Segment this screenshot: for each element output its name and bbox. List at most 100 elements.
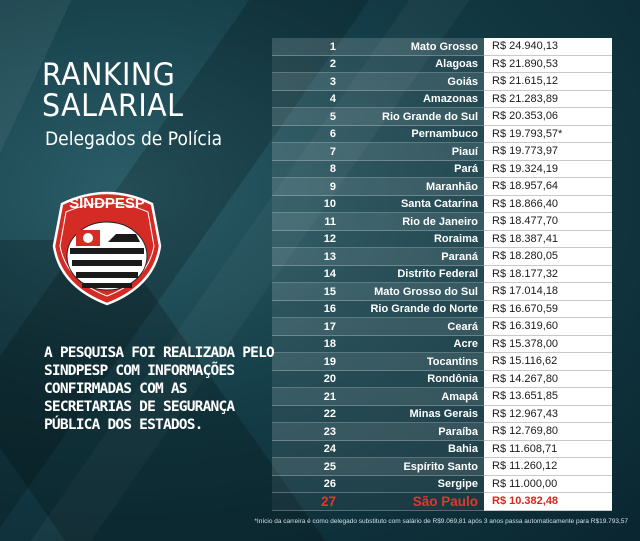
salary-value: R$ 10.382,48 (484, 493, 612, 511)
salary-value: R$ 16.319,60 (484, 318, 612, 336)
salary-value: R$ 16.670,59 (484, 300, 612, 318)
rank-number: 12 (323, 233, 336, 246)
row-band (272, 458, 496, 476)
rank-number: 2 (329, 58, 336, 71)
salary-value: R$ 18.957,64 (484, 178, 612, 196)
row-band (272, 423, 496, 441)
rank-number: 25 (323, 460, 336, 473)
salary-value: R$ 20.353,06 (484, 108, 612, 126)
row-band (272, 195, 496, 213)
state-name: Bahia (448, 443, 478, 456)
salary-value: R$ 19.793,57* (484, 125, 612, 143)
row-band (272, 353, 496, 371)
salary-value: R$ 18.866,40 (484, 195, 612, 213)
rank-number: 26 (323, 478, 336, 491)
description-line: PÚBLICA DOS ESTADOS. (44, 417, 203, 433)
rank-number: 17 (323, 320, 336, 333)
salary-value: R$ 18.477,70 (484, 213, 612, 231)
table-row: 4 Amazonas R$ 21.283,89 (272, 90, 624, 108)
state-name: Rio Grande do Norte (370, 303, 478, 316)
state-name: Paraíba (438, 425, 478, 438)
state-name: Mato Grosso (410, 40, 478, 53)
rank-number: 10 (323, 198, 336, 211)
table-row: 26 Sergipe R$ 11.000,00 (272, 475, 624, 493)
rank-number: 8 (329, 163, 336, 176)
table-row: 1 Mato Grosso R$ 24.940,13 (272, 38, 624, 56)
table-row: 16 Rio Grande do Norte R$ 16.670,59 (272, 300, 624, 318)
row-band (272, 213, 496, 231)
row-band (272, 90, 496, 108)
sindpesp-logo: SINDPESP (52, 191, 162, 306)
rank-number: 15 (323, 285, 336, 298)
table-row: 8 Pará R$ 19.324,19 (272, 160, 624, 178)
rank-number: 14 (323, 268, 336, 281)
state-name: Alagoas (435, 58, 478, 71)
state-name: Maranhão (426, 180, 478, 193)
table-row: 17 Ceará R$ 16.319,60 (272, 318, 624, 336)
salary-value: R$ 15.116,62 (484, 353, 612, 371)
state-name: Mato Grosso do Sul (374, 285, 478, 298)
state-name: Rio Grande do Sul (382, 110, 478, 123)
row-band (272, 370, 496, 388)
state-name: Minas Gerais (409, 408, 478, 421)
description-line: A PESQUISA FOI REALIZADA PELO (44, 345, 275, 361)
subtitle: Delegados de Polícia (45, 128, 223, 150)
row-band (272, 38, 496, 56)
row-band (272, 125, 496, 143)
rank-number: 4 (329, 93, 336, 106)
row-band (272, 493, 496, 511)
rank-number: 16 (323, 303, 336, 316)
rank-number: 24 (323, 443, 336, 456)
table-row: 27 São Paulo R$ 10.382,48 (272, 493, 624, 511)
row-band (272, 300, 496, 318)
state-name: Pernambuco (411, 128, 478, 141)
row-band (272, 160, 496, 178)
state-name: Rio de Janeiro (402, 215, 478, 228)
state-name: Ceará (447, 320, 478, 333)
state-name: Rondônia (427, 373, 478, 386)
table-row: 21 Amapá R$ 13.651,85 (272, 388, 624, 406)
table-row: 20 Rondônia R$ 14.267,80 (272, 370, 624, 388)
row-band (272, 475, 496, 493)
title-line-2: SALARIAL (42, 88, 184, 124)
table-row: 18 Acre R$ 15.378,00 (272, 335, 624, 353)
state-name: Sergipe (437, 478, 478, 491)
rank-number: 5 (329, 110, 336, 123)
table-row: 5 Rio Grande do Sul R$ 20.353,06 (272, 108, 624, 126)
rank-number: 18 (323, 338, 336, 351)
table-row: 11 Rio de Janeiro R$ 18.477,70 (272, 213, 624, 231)
logo-text: SINDPESP (69, 195, 145, 212)
salary-value: R$ 12.769,80 (484, 423, 612, 441)
rank-number: 22 (323, 408, 336, 421)
salary-value: R$ 11.260,12 (484, 458, 612, 476)
salary-value: R$ 21.615,12 (484, 73, 612, 91)
table-row: 25 Espírito Santo R$ 11.260,12 (272, 458, 624, 476)
state-name: Piauí (451, 145, 478, 158)
state-name: Roraima (433, 233, 478, 246)
state-name: Acre (453, 338, 478, 351)
rank-number: 3 (329, 75, 336, 88)
rank-number: 9 (329, 180, 336, 193)
table-row: 9 Maranhão R$ 18.957,64 (272, 178, 624, 196)
description-line: SECRETARIAS DE SEGURANÇA (44, 399, 235, 415)
description-line: CONFIRMADAS COM AS (44, 381, 188, 397)
rank-number: 27 (320, 494, 336, 510)
rank-number: 11 (324, 215, 336, 228)
table-row: 14 Distrito Federal R$ 18.177,32 (272, 265, 624, 283)
salary-value: R$ 21.890,53 (484, 55, 612, 73)
salary-value: R$ 14.267,80 (484, 370, 612, 388)
rank-number: 21 (323, 390, 336, 403)
row-band (272, 73, 496, 91)
salary-value: R$ 18.177,32 (484, 265, 612, 283)
row-band (272, 440, 496, 458)
state-name: São Paulo (412, 494, 478, 510)
table-row: 15 Mato Grosso do Sul R$ 17.014,18 (272, 283, 624, 301)
row-band (272, 265, 496, 283)
ranking-table: 1 Mato Grosso R$ 24.940,13 2 Alagoas R$ 21.89… (272, 38, 624, 511)
state-name: Amapá (441, 390, 478, 403)
salary-value: R$ 11.000,00 (484, 475, 612, 493)
state-name: Tocantins (426, 355, 478, 368)
rank-number: 13 (323, 250, 336, 263)
description: A PESQUISA FOI REALIZADA PELO SINDPESP C… (44, 344, 275, 434)
salary-value: R$ 15.378,00 (484, 335, 612, 353)
